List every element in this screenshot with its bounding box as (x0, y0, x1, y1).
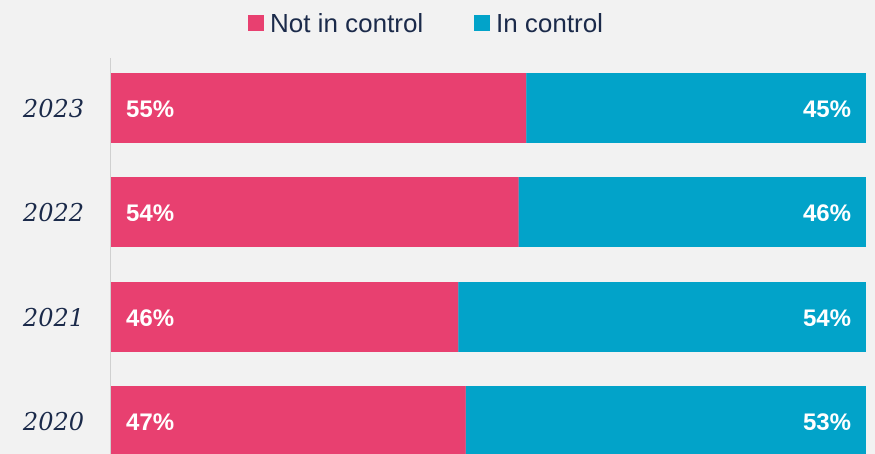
category-label-2023: 2023 (22, 95, 84, 123)
category-label-2022: 2022 (22, 199, 84, 227)
value-label-in-control-2022: 46% (803, 200, 851, 227)
bar-in-control-2021 (458, 282, 866, 352)
legend-label-not-in-control: Not in control (270, 8, 423, 38)
category-labels: 2023 2022 2021 2020 (22, 95, 84, 436)
value-label-not-in-control-2022: 54% (126, 200, 174, 227)
value-label-not-in-control-2020: 47% (126, 409, 174, 436)
bar-in-control-2022 (518, 177, 866, 247)
value-label-not-in-control-2021: 46% (126, 305, 174, 332)
bars (111, 73, 866, 454)
category-label-2021: 2021 (22, 304, 84, 332)
bar-not-in-control-2020 (111, 386, 466, 454)
bar-in-control-2023 (526, 73, 866, 143)
legend-swatch-in-control (474, 15, 490, 31)
bar-not-in-control-2022 (111, 177, 519, 247)
value-label-not-in-control-2023: 55% (126, 96, 174, 123)
category-label-2020: 2020 (22, 408, 84, 436)
bar-in-control-2020 (465, 386, 866, 454)
value-labels: 55% 45% 54% 46% 46% 54% 47% 53% (126, 96, 851, 436)
legend-label-in-control: In control (496, 8, 603, 38)
value-label-in-control-2021: 54% (803, 305, 851, 332)
value-label-in-control-2023: 45% (803, 96, 851, 123)
legend-swatch-not-in-control (248, 15, 264, 31)
bar-not-in-control-2023 (111, 73, 527, 143)
value-label-in-control-2020: 53% (803, 409, 851, 436)
legend: Not in control In control (248, 8, 603, 38)
bar-not-in-control-2021 (111, 282, 459, 352)
